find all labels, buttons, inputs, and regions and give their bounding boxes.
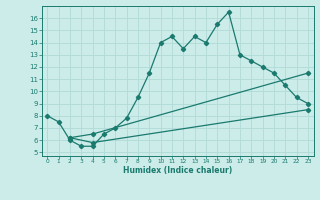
X-axis label: Humidex (Indice chaleur): Humidex (Indice chaleur) (123, 166, 232, 175)
